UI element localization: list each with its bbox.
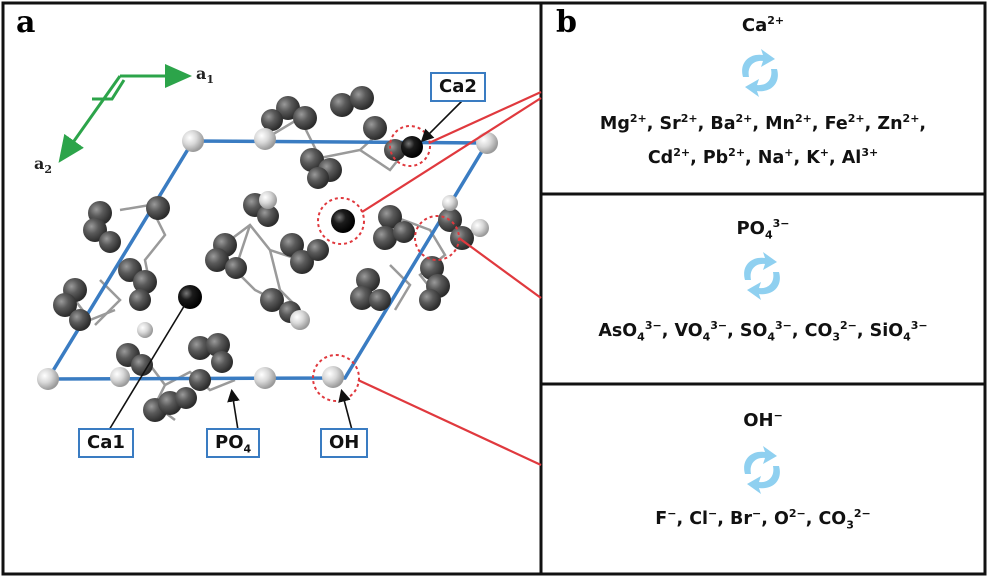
axis-a1-label: a1 [196, 64, 215, 87]
bonds [74, 116, 447, 421]
substitute-ion: VO43− [674, 319, 728, 344]
oxygen-atoms [53, 86, 474, 422]
panel-b-letter: b [556, 5, 577, 40]
exchange-cycle-icon [744, 252, 780, 300]
substitute-ion: Cd2+ [647, 146, 691, 168]
substitute-ion: CO32− [818, 507, 871, 532]
substitute-line: F−, Cl−, Br−, O2−, CO32− [655, 507, 871, 532]
substitute-ion: AsO43− [598, 319, 662, 344]
substitute-ion: Fe2+ [824, 112, 865, 134]
substitute-ion: Ba2+ [710, 112, 753, 134]
callout-lines [357, 90, 542, 466]
substitute-ion: F− [655, 507, 677, 529]
substitute-line: AsO43−, VO43−, SO43−, CO32−, SiO43− [598, 319, 928, 344]
panel-a-letter: a [16, 5, 36, 40]
substitute-ion: Pb2+ [702, 146, 746, 168]
light-atoms [37, 128, 498, 390]
ion-title-calcium: Ca2+ [741, 14, 785, 36]
substitute-ion: Zn2+ [877, 112, 920, 134]
substitute-ion: SO43− [739, 319, 792, 344]
calcium-atoms [178, 136, 423, 309]
unit-cell [44, 139, 491, 381]
substitute-ion: Na+ [757, 146, 794, 168]
substitute-line: Mg2+, Sr2+, Ba2+, Mn2+, Fe2+, Zn2+, [599, 112, 927, 134]
substitutes-hydroxide: F−, Cl−, Br−, O2−, CO32− [541, 502, 985, 536]
leader-lines [108, 100, 463, 431]
substitute-ion: Mn2+ [765, 112, 812, 134]
substitute-ion: Al3+ [841, 146, 879, 168]
section-phosphate: PO43− AsO43−, VO43−, SO43−, CO32−, SiO43… [541, 196, 985, 384]
substitute-ion: Br− [730, 507, 762, 529]
axis-a2-label: a2 [34, 154, 53, 177]
ion-title-phosphate: PO43− [736, 217, 790, 242]
substitute-ion: CO32− [804, 319, 857, 344]
label-po4: PO4 [206, 428, 261, 458]
ion-title-hydroxide: OH− [743, 409, 783, 431]
label-ca1: Ca1 [78, 428, 134, 458]
axes-indicator [58, 64, 192, 163]
substitute-ion: O2− [773, 507, 806, 529]
substitutes-calcium: Mg2+, Sr2+, Ba2+, Mn2+, Fe2+, Zn2+, Cd2+,… [541, 107, 985, 175]
substitute-ion: K+ [806, 146, 830, 168]
substitute-ion: Sr2+ [659, 112, 698, 134]
label-ca2: Ca2 [430, 72, 486, 102]
substitutes-phosphate: AsO43−, VO43−, SO43−, CO32−, SiO43− [541, 314, 985, 348]
substitute-ion: Cl− [689, 507, 718, 529]
substitute-ion: Mg2+ [599, 112, 647, 134]
label-oh: OH [320, 428, 369, 458]
section-calcium: Ca2+ Mg2+, Sr2+, Ba2+, Mn2+, Fe2+, Zn2+,… [541, 5, 985, 194]
exchange-cycle-icon [744, 446, 780, 494]
section-hydroxide: OH− F−, Cl−, Br−, O2−, CO32− [541, 386, 985, 574]
substitute-line: Cd2+, Pb2+, Na+, K+, Al3+ [647, 146, 879, 168]
exchange-cycle-icon [742, 49, 778, 97]
substitute-ion: SiO43− [869, 319, 928, 344]
